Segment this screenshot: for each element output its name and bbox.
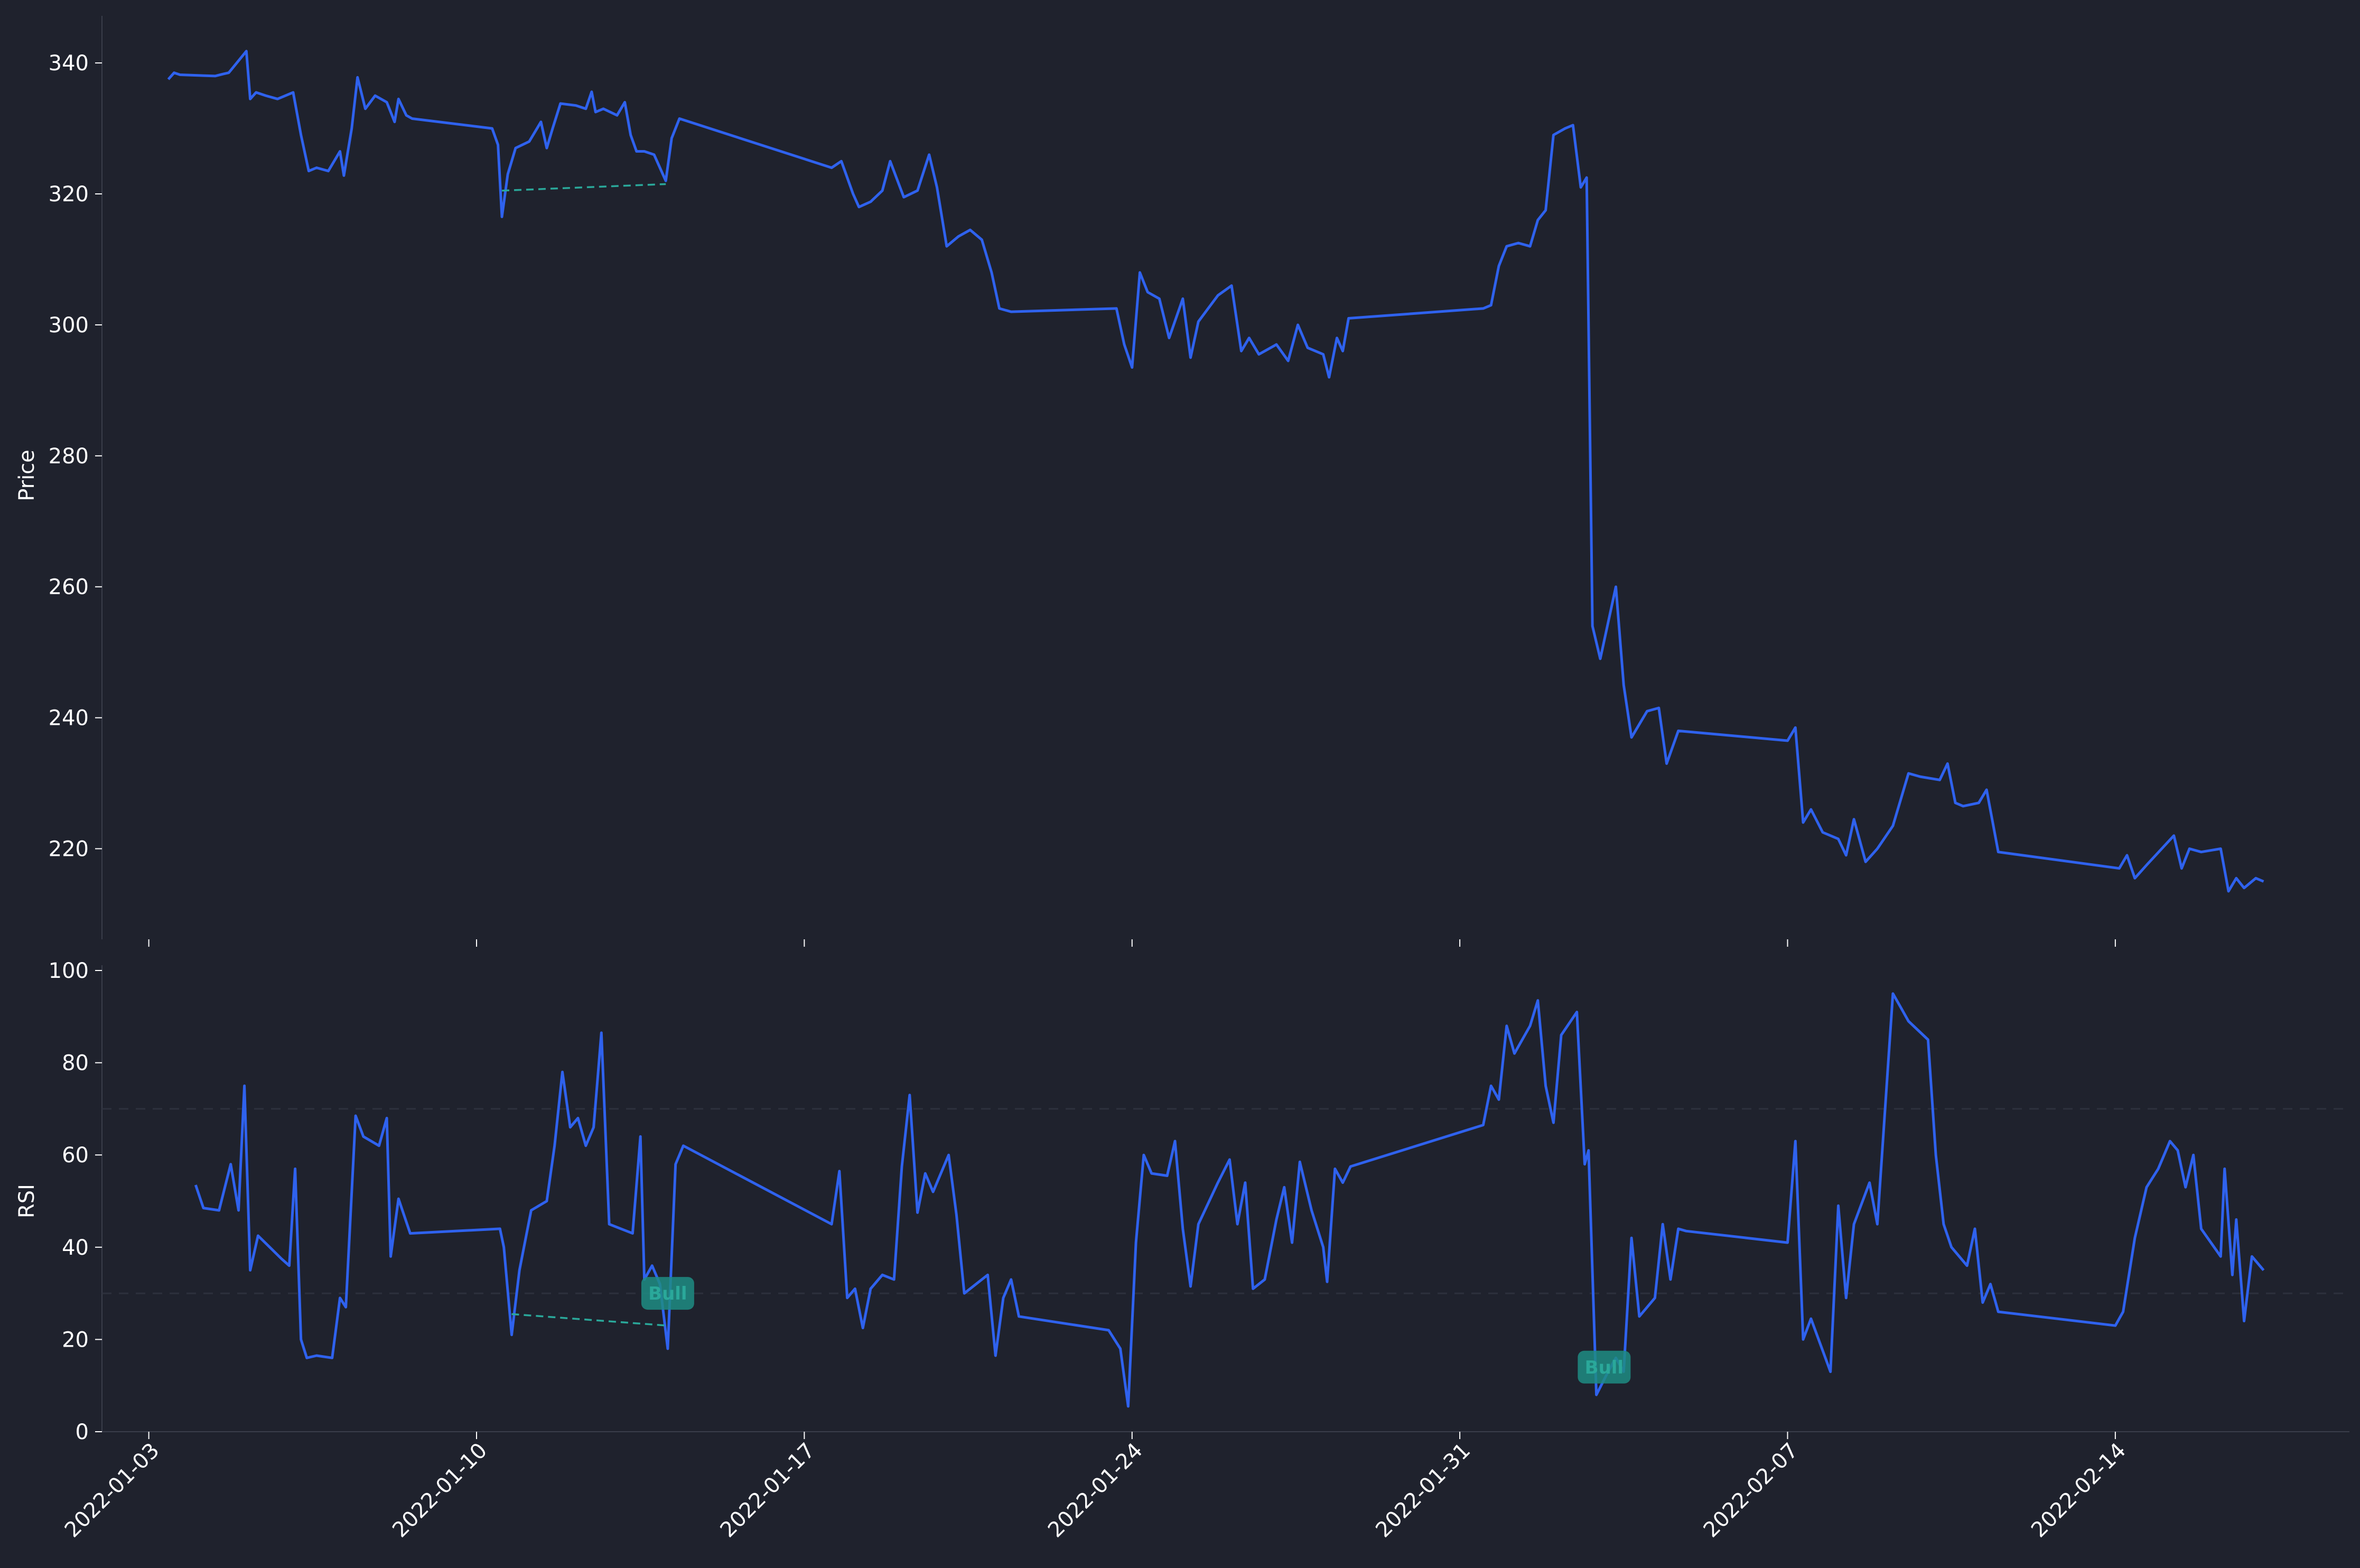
rsi-y-tick-label: 20 (62, 1328, 89, 1352)
rsi-y-tick-label: 100 (49, 959, 89, 983)
price-divergence-line (501, 183, 666, 192)
price-y-tick-label: 280 (49, 444, 89, 469)
price-y-tick-label: 240 (49, 706, 89, 731)
rsi-y-tick-label: 80 (62, 1051, 89, 1076)
price-y-tick-label: 340 (49, 51, 89, 76)
price-y-tick-label: 300 (49, 313, 89, 338)
rsi-panel: 0 20 40 60 80 100 RSI Bull Bull (15, 959, 2349, 1444)
rsi-y-tick-label: 40 (62, 1236, 89, 1260)
divergence-badge-box (641, 1277, 694, 1310)
rsi-divergence-line (511, 1313, 668, 1327)
divergence-badge-label: Bull (1585, 1357, 1624, 1378)
rsi-y-tick-label: 0 (76, 1420, 89, 1444)
rsi-series-line (194, 992, 2265, 1408)
price-y-tick-label: 260 (49, 575, 89, 600)
divergence-badge-box (1578, 1350, 1631, 1384)
price-y-tick-label: 220 (49, 837, 89, 861)
divergence-badge-label: Bull (648, 1283, 687, 1304)
price-series-line (167, 50, 2264, 893)
rsi-y-tick-label: 60 (62, 1143, 89, 1168)
price-y-axis-label: Price (15, 450, 39, 501)
price-panel: 220 240 260 280 300 320 340 Price (15, 16, 2264, 939)
price-y-tick-label: 320 (49, 182, 89, 207)
divergence-badge: Bull (1578, 1350, 1631, 1384)
divergence-badge: Bull (641, 1277, 694, 1310)
rsi-y-axis-label: RSI (15, 1184, 39, 1218)
